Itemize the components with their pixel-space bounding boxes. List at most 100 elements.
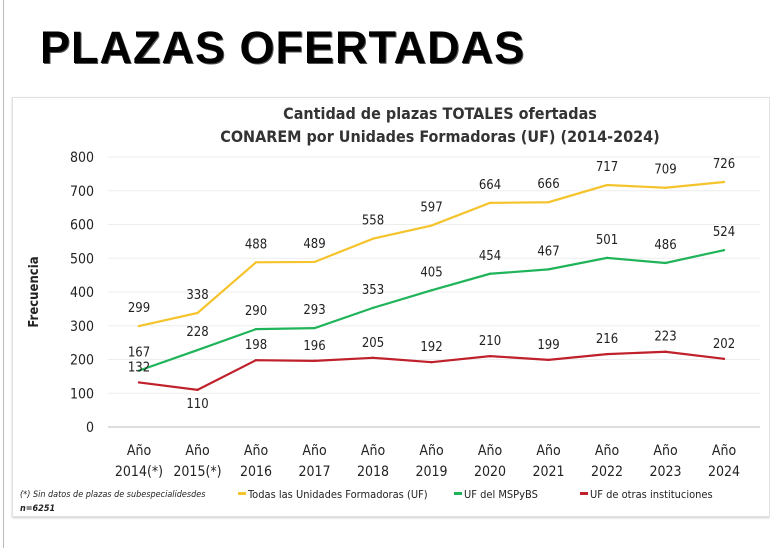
data-label: 524 bbox=[713, 225, 735, 240]
data-label: 558 bbox=[362, 214, 384, 229]
data-point bbox=[137, 369, 141, 372]
data-label: 405 bbox=[420, 265, 442, 280]
legend-swatch-2 bbox=[454, 492, 462, 495]
data-label: 709 bbox=[654, 163, 676, 178]
data-point bbox=[547, 268, 550, 271]
data-point bbox=[313, 260, 316, 264]
data-label: 110 bbox=[186, 397, 208, 412]
series-line-3 bbox=[138, 350, 725, 392]
data-point bbox=[313, 359, 316, 363]
data-point bbox=[722, 248, 726, 252]
data-label: 228 bbox=[186, 325, 208, 340]
sample-size: n=6251 bbox=[20, 504, 55, 514]
data-point bbox=[313, 326, 316, 330]
data-point bbox=[722, 180, 726, 184]
data-point bbox=[430, 361, 433, 364]
x-tick-label: 2022 bbox=[591, 464, 623, 480]
x-tick-label: Año bbox=[185, 443, 210, 459]
data-point bbox=[196, 311, 199, 315]
x-tick-label: Año bbox=[127, 443, 152, 459]
data-point bbox=[371, 237, 375, 240]
y-axis-label: Frecuencia bbox=[27, 256, 42, 327]
x-tick-label: 2015(*) bbox=[173, 464, 221, 480]
data-point bbox=[664, 261, 667, 265]
x-tick-label: 2018 bbox=[357, 464, 389, 480]
data-label: 454 bbox=[479, 249, 501, 264]
x-tick-label: Año bbox=[595, 443, 620, 459]
x-tick-label: 2017 bbox=[298, 464, 330, 480]
data-label: 196 bbox=[303, 339, 325, 354]
legend-label-3: UF de otras instituciones bbox=[590, 488, 713, 501]
chart-title: Cantidad de plazas TOTALES ofertadas bbox=[283, 104, 597, 123]
y-tick-label: 100 bbox=[70, 386, 94, 402]
data-label: 489 bbox=[303, 237, 325, 252]
data-point bbox=[664, 350, 667, 353]
data-point bbox=[137, 324, 141, 328]
data-label: 202 bbox=[713, 337, 735, 352]
data-label: 597 bbox=[420, 201, 442, 216]
x-tick-label: 2024 bbox=[708, 464, 740, 480]
data-point bbox=[488, 201, 492, 205]
data-label: 726 bbox=[713, 157, 735, 172]
x-tick-label: Año bbox=[478, 443, 503, 459]
data-label: 501 bbox=[596, 233, 618, 248]
data-label: 467 bbox=[537, 244, 559, 259]
data-point bbox=[664, 186, 667, 189]
data-point bbox=[547, 358, 550, 362]
x-tick-label: Año bbox=[419, 443, 444, 459]
data-label: 488 bbox=[245, 237, 267, 252]
chart-title: CONAREM por Unidades Formadoras (UF) (20… bbox=[220, 127, 660, 146]
x-tick-label: 2020 bbox=[474, 464, 506, 480]
x-tick-label: Año bbox=[244, 443, 269, 459]
data-point bbox=[371, 306, 375, 310]
y-tick-label: 700 bbox=[70, 184, 94, 200]
data-label: 666 bbox=[537, 177, 559, 192]
data-label: 167 bbox=[128, 346, 150, 361]
page-border bbox=[3, 0, 4, 548]
data-label: 198 bbox=[245, 338, 267, 353]
y-tick-label: 200 bbox=[70, 353, 94, 369]
data-label: 717 bbox=[596, 160, 618, 175]
data-point bbox=[430, 289, 433, 292]
data-label: 290 bbox=[245, 304, 267, 319]
data-point bbox=[722, 357, 726, 361]
data-label: 192 bbox=[420, 340, 442, 355]
legend-swatch-1 bbox=[238, 492, 246, 495]
data-point bbox=[254, 358, 258, 362]
data-point bbox=[488, 272, 492, 275]
data-point bbox=[430, 224, 433, 227]
x-tick-label: Año bbox=[653, 443, 678, 459]
y-tick-label: 800 bbox=[70, 150, 94, 166]
data-label: 216 bbox=[596, 332, 618, 347]
x-tick-label: 2023 bbox=[649, 464, 681, 480]
data-point bbox=[254, 327, 258, 331]
data-point bbox=[196, 348, 199, 352]
footnote: (*) Sin datos de plazas de subespecialid… bbox=[20, 490, 206, 500]
data-point bbox=[547, 201, 550, 204]
data-label: 205 bbox=[362, 336, 384, 351]
data-label: 199 bbox=[537, 338, 559, 353]
x-tick-label: Año bbox=[712, 443, 737, 459]
data-point bbox=[488, 354, 492, 358]
x-tick-label: Año bbox=[302, 443, 327, 459]
x-tick-label: 2019 bbox=[415, 464, 447, 480]
data-point bbox=[254, 261, 258, 264]
data-point bbox=[605, 256, 609, 260]
x-tick-label: Año bbox=[536, 443, 561, 459]
y-tick-label: 500 bbox=[70, 251, 94, 267]
data-point bbox=[137, 381, 141, 384]
data-label: 210 bbox=[479, 334, 501, 349]
legend-label-1: Todas las Unidades Formadoras (UF) bbox=[247, 488, 428, 501]
data-label: 664 bbox=[479, 178, 501, 193]
data-label: 223 bbox=[654, 330, 676, 345]
data-label: 299 bbox=[128, 301, 150, 316]
y-tick-label: 300 bbox=[70, 319, 94, 335]
x-tick-label: Año bbox=[361, 443, 386, 459]
x-tick-label: 2016 bbox=[240, 464, 272, 480]
page-heading: PLAZAS OFERTADAS bbox=[40, 22, 526, 73]
data-label: 486 bbox=[654, 238, 676, 253]
legend-label-2: UF del MSPyBS bbox=[464, 488, 538, 501]
data-point bbox=[196, 388, 199, 392]
y-tick-label: 400 bbox=[70, 285, 94, 301]
